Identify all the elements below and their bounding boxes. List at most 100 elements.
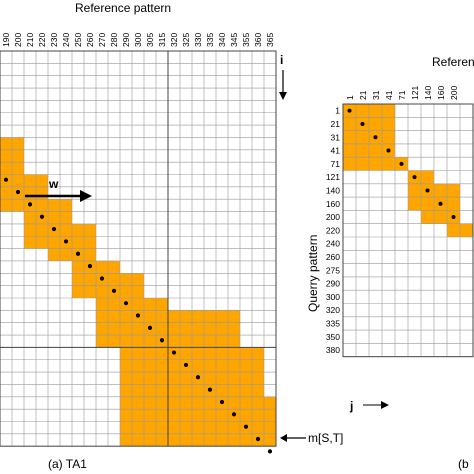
path-dot <box>63 239 69 244</box>
path-dot <box>195 375 201 380</box>
column-label: 355 <box>241 33 251 47</box>
column-label: 320 <box>169 33 179 47</box>
path-dot <box>243 424 249 429</box>
path-dot <box>27 202 33 207</box>
panel-a-grid <box>0 50 277 447</box>
panel-b-row-labels: 1213141711211401602002202402602752903003… <box>326 106 340 355</box>
path-dot <box>267 449 273 454</box>
path-dot <box>39 214 45 219</box>
warping-window-band <box>0 137 276 447</box>
panel-a-path-dots <box>3 177 273 454</box>
column-label: 140 <box>423 86 433 100</box>
path-dot <box>183 362 189 368</box>
path-dot <box>207 387 213 392</box>
column-label: 240 <box>61 33 71 47</box>
row-label: 200 <box>326 212 340 222</box>
w-arrow-icon <box>25 190 92 202</box>
column-label: 345 <box>229 33 239 47</box>
path-dot <box>255 436 261 442</box>
path-dot <box>412 175 417 180</box>
column-label: 260 <box>85 33 95 47</box>
panel-a-column-labels: 190 200 210 220 230 240 250 260 270 280 290 300 305 3… <box>1 33 275 47</box>
column-label: 230 <box>49 33 59 47</box>
path-dot <box>171 350 177 355</box>
row-label: 31 <box>331 132 341 142</box>
panel-a-band <box>0 137 276 447</box>
row-label: 41 <box>331 146 341 156</box>
row-label: 160 <box>326 199 340 209</box>
column-label: 270 <box>97 33 107 47</box>
column-label: 200 <box>449 86 459 100</box>
path-dot <box>219 399 225 405</box>
panel-a-caption: (a) TA1 <box>48 457 87 471</box>
querry-pattern-label: Querry pattern <box>306 235 320 312</box>
panel-b-path-dots <box>347 108 456 220</box>
path-dot <box>347 108 352 113</box>
i-arrow-icon <box>279 70 287 100</box>
row-label: 275 <box>326 265 340 275</box>
panel-b-column-labels: 1 21 31 41 71 121 140 160 200 <box>345 86 459 100</box>
column-label: 71 <box>397 90 407 100</box>
row-label: 260 <box>326 252 340 262</box>
column-label: 335 <box>205 33 215 47</box>
row-label: 300 <box>326 292 340 302</box>
w-label: w <box>48 177 59 191</box>
row-label: 335 <box>326 318 340 328</box>
column-label: 300 <box>133 33 143 47</box>
path-dot <box>147 325 153 330</box>
path-dot <box>360 121 365 126</box>
path-dot <box>111 288 117 293</box>
row-label: 140 <box>326 185 340 195</box>
column-label: 365 <box>265 33 275 47</box>
path-dot <box>87 264 93 269</box>
path-dot <box>51 226 57 232</box>
panel-a: Reference pattern 190 200 210 220 230 240 250 2… <box>0 1 343 471</box>
j-arrow-icon <box>363 401 389 409</box>
column-label: 250 <box>73 33 83 47</box>
column-label: 340 <box>217 33 227 47</box>
column-label: 200 <box>13 33 23 47</box>
j-label: j <box>349 399 353 413</box>
path-dot <box>3 177 9 182</box>
row-label: 320 <box>326 305 340 315</box>
path-dot <box>99 276 105 281</box>
column-label: 220 <box>37 33 47 47</box>
panel-a-title: Reference pattern <box>75 1 171 15</box>
column-label: 21 <box>358 90 368 100</box>
row-label: 380 <box>326 345 340 355</box>
row-label: 290 <box>326 279 340 289</box>
row-label: 71 <box>331 159 341 169</box>
path-dot <box>159 338 165 343</box>
panel-b-caption: (b <box>458 457 469 471</box>
column-label: 160 <box>436 86 446 100</box>
column-label: 360 <box>253 33 263 47</box>
panel-b-grid <box>342 103 474 358</box>
row-label: 240 <box>326 239 340 249</box>
panel-b: Referen 1 21 31 41 71 121 140 160 200 1213141711… <box>306 55 474 471</box>
column-label: 210 <box>25 33 35 47</box>
column-label: 1 <box>345 95 355 100</box>
path-dot <box>135 313 141 318</box>
column-label: 290 <box>121 33 131 47</box>
row-label: 121 <box>326 172 340 182</box>
column-label: 280 <box>109 33 119 47</box>
path-dot <box>231 412 237 417</box>
row-label: 1 <box>335 106 340 116</box>
column-label: 31 <box>371 90 381 100</box>
row-label: 350 <box>326 332 340 342</box>
path-dot <box>399 161 404 166</box>
path-dot <box>15 189 21 195</box>
column-label: 315 <box>157 33 167 47</box>
grid-border <box>0 50 277 447</box>
path-dot <box>451 215 456 220</box>
row-label: 21 <box>331 119 341 129</box>
column-label: 325 <box>181 33 191 47</box>
grid-border <box>342 103 474 358</box>
i-label: i <box>280 53 283 67</box>
column-label: 305 <box>145 33 155 47</box>
column-label: 41 <box>384 90 394 100</box>
path-dot <box>438 201 443 206</box>
m-arrow-icon <box>280 434 306 442</box>
path-dot <box>75 251 81 256</box>
